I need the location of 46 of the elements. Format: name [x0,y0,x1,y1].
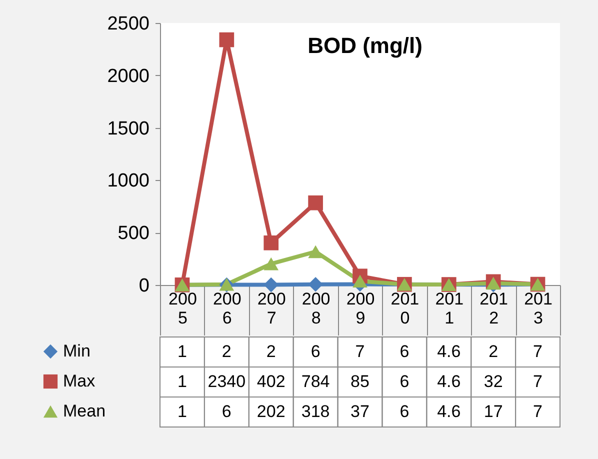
y-tick-label: 2500 [107,14,150,34]
legend-label: Mean [63,402,106,420]
data-label: 37 [350,402,370,421]
data-label: 4.6 [437,402,461,421]
data-label: 784 [301,372,330,391]
data-label: 6 [400,402,410,421]
legend-label: Min [63,342,90,360]
data-label: 1 [177,342,187,361]
y-tick-label: 2000 [107,66,150,87]
data-label: 202 [256,402,286,421]
data-label: 85 [350,372,370,391]
data-label: 7 [355,342,365,361]
x-tick-label: 2012 [480,290,508,328]
data-label: 2 [488,342,498,361]
x-tick-label: 2010 [390,290,420,328]
y-tick-label: 1500 [107,118,150,140]
x-tick-label: 2008 [302,290,330,328]
data-label: 6 [222,402,232,421]
y-tick-label: 500 [118,223,150,244]
data-label: 7 [533,372,543,391]
data-label: 17 [484,402,503,421]
data-label: 4.6 [437,372,461,391]
data-label: 7 [533,402,543,421]
x-tick-label: 2005 [168,290,197,328]
data-label: 6 [400,372,410,391]
data-label: 4.6 [437,342,461,361]
y-tick-label: 1000 [107,170,150,192]
data-label: 318 [301,402,330,421]
legend-label: Max [63,372,96,390]
data-label: 1 [177,402,187,421]
data-label: 402 [256,372,286,391]
data-label: 2340 [208,372,246,391]
x-tick-label: 2006 [212,290,242,328]
data-label: 6 [310,342,320,361]
text: BOD (mg/l) [308,33,422,58]
data-label: 7 [533,342,543,361]
x-tick-label: 2007 [257,290,286,328]
data-label: 32 [484,372,503,391]
data-label: 2 [266,342,276,361]
x-tick-label: 2011 [435,290,464,328]
data-label: 6 [400,342,410,361]
y-tick-label: 0 [138,276,150,296]
data-label: 1 [177,372,187,391]
data-label: 2 [222,342,232,361]
x-tick-label: 2009 [346,290,375,328]
x-tick-label: 2013 [524,290,552,328]
